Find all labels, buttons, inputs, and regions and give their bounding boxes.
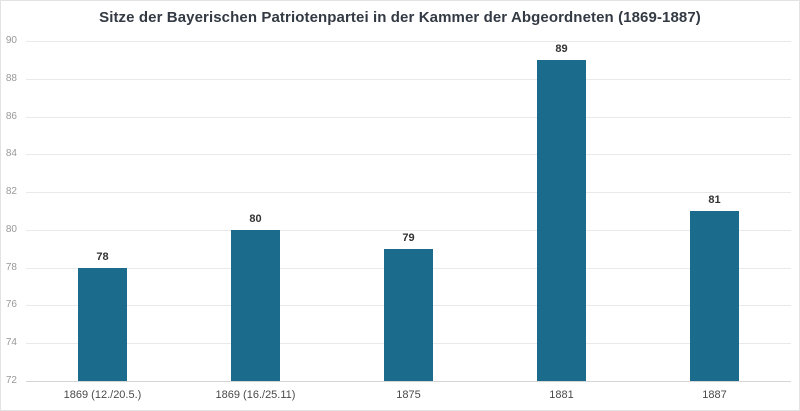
- gridline-88: [26, 78, 791, 80]
- gridline-84: [26, 154, 791, 156]
- bar-value-label-1881: 89: [555, 42, 568, 55]
- y-axis-tick-label-82: 82: [5, 186, 17, 198]
- y-axis-tick-label-78: 78: [5, 261, 17, 273]
- x-axis-category-label-1869 (16./25.11): 1869 (16./25.11): [215, 389, 296, 401]
- gridline-90: [26, 41, 791, 42]
- bar-1881: [537, 59, 586, 381]
- y-axis-tick-label-72: 72: [5, 375, 17, 386]
- y-axis-tick-label-80: 80: [5, 223, 17, 235]
- gridline-82: [26, 192, 791, 194]
- y-axis-tick-label-84: 84: [5, 148, 17, 160]
- y-axis-tick-label-74: 74: [5, 337, 17, 349]
- chart-title: Sitze der Bayerischen Patriotenpartei in…: [99, 9, 701, 26]
- bar-value-label-1875: 79: [402, 231, 415, 244]
- bar-1869 (12./20.5.): [78, 267, 127, 381]
- bar-1875: [384, 248, 433, 381]
- bar-value-label-1887: 81: [708, 194, 721, 206]
- x-axis-category-label-1887: 1887: [702, 389, 727, 401]
- gridline-72: [26, 381, 791, 382]
- y-axis-tick-label-90: 90: [5, 35, 17, 46]
- y-axis: 72 74 76 78 80 82 84 86 88 90: [1, 35, 20, 386]
- bar-value-label-1869 (12./20.5.): 78: [96, 250, 109, 263]
- bar-value-label-1869 (16./25.11): 80: [249, 212, 262, 225]
- y-axis-tick-label-86: 86: [5, 110, 17, 122]
- x-axis-category-label-1869 (12./20.5.): 1869 (12./20.5.): [63, 389, 142, 401]
- bar-1887: [690, 211, 739, 381]
- x-axis-category-label-1875: 1875: [396, 389, 421, 401]
- plot-area: 78 80 79 89 81: [26, 41, 791, 382]
- bar-1869 (16./25.11): [231, 229, 280, 381]
- y-axis-tick-label-88: 88: [5, 72, 17, 84]
- x-axis: 1869 (12./20.5.) 1869 (16./25.11) 1875 1881…: [26, 382, 791, 408]
- y-axis-tick-label-76: 76: [5, 299, 17, 311]
- x-axis-category-label-1881: 1881: [549, 389, 574, 401]
- gridline-86: [26, 116, 791, 118]
- gridline-80: [26, 229, 791, 231]
